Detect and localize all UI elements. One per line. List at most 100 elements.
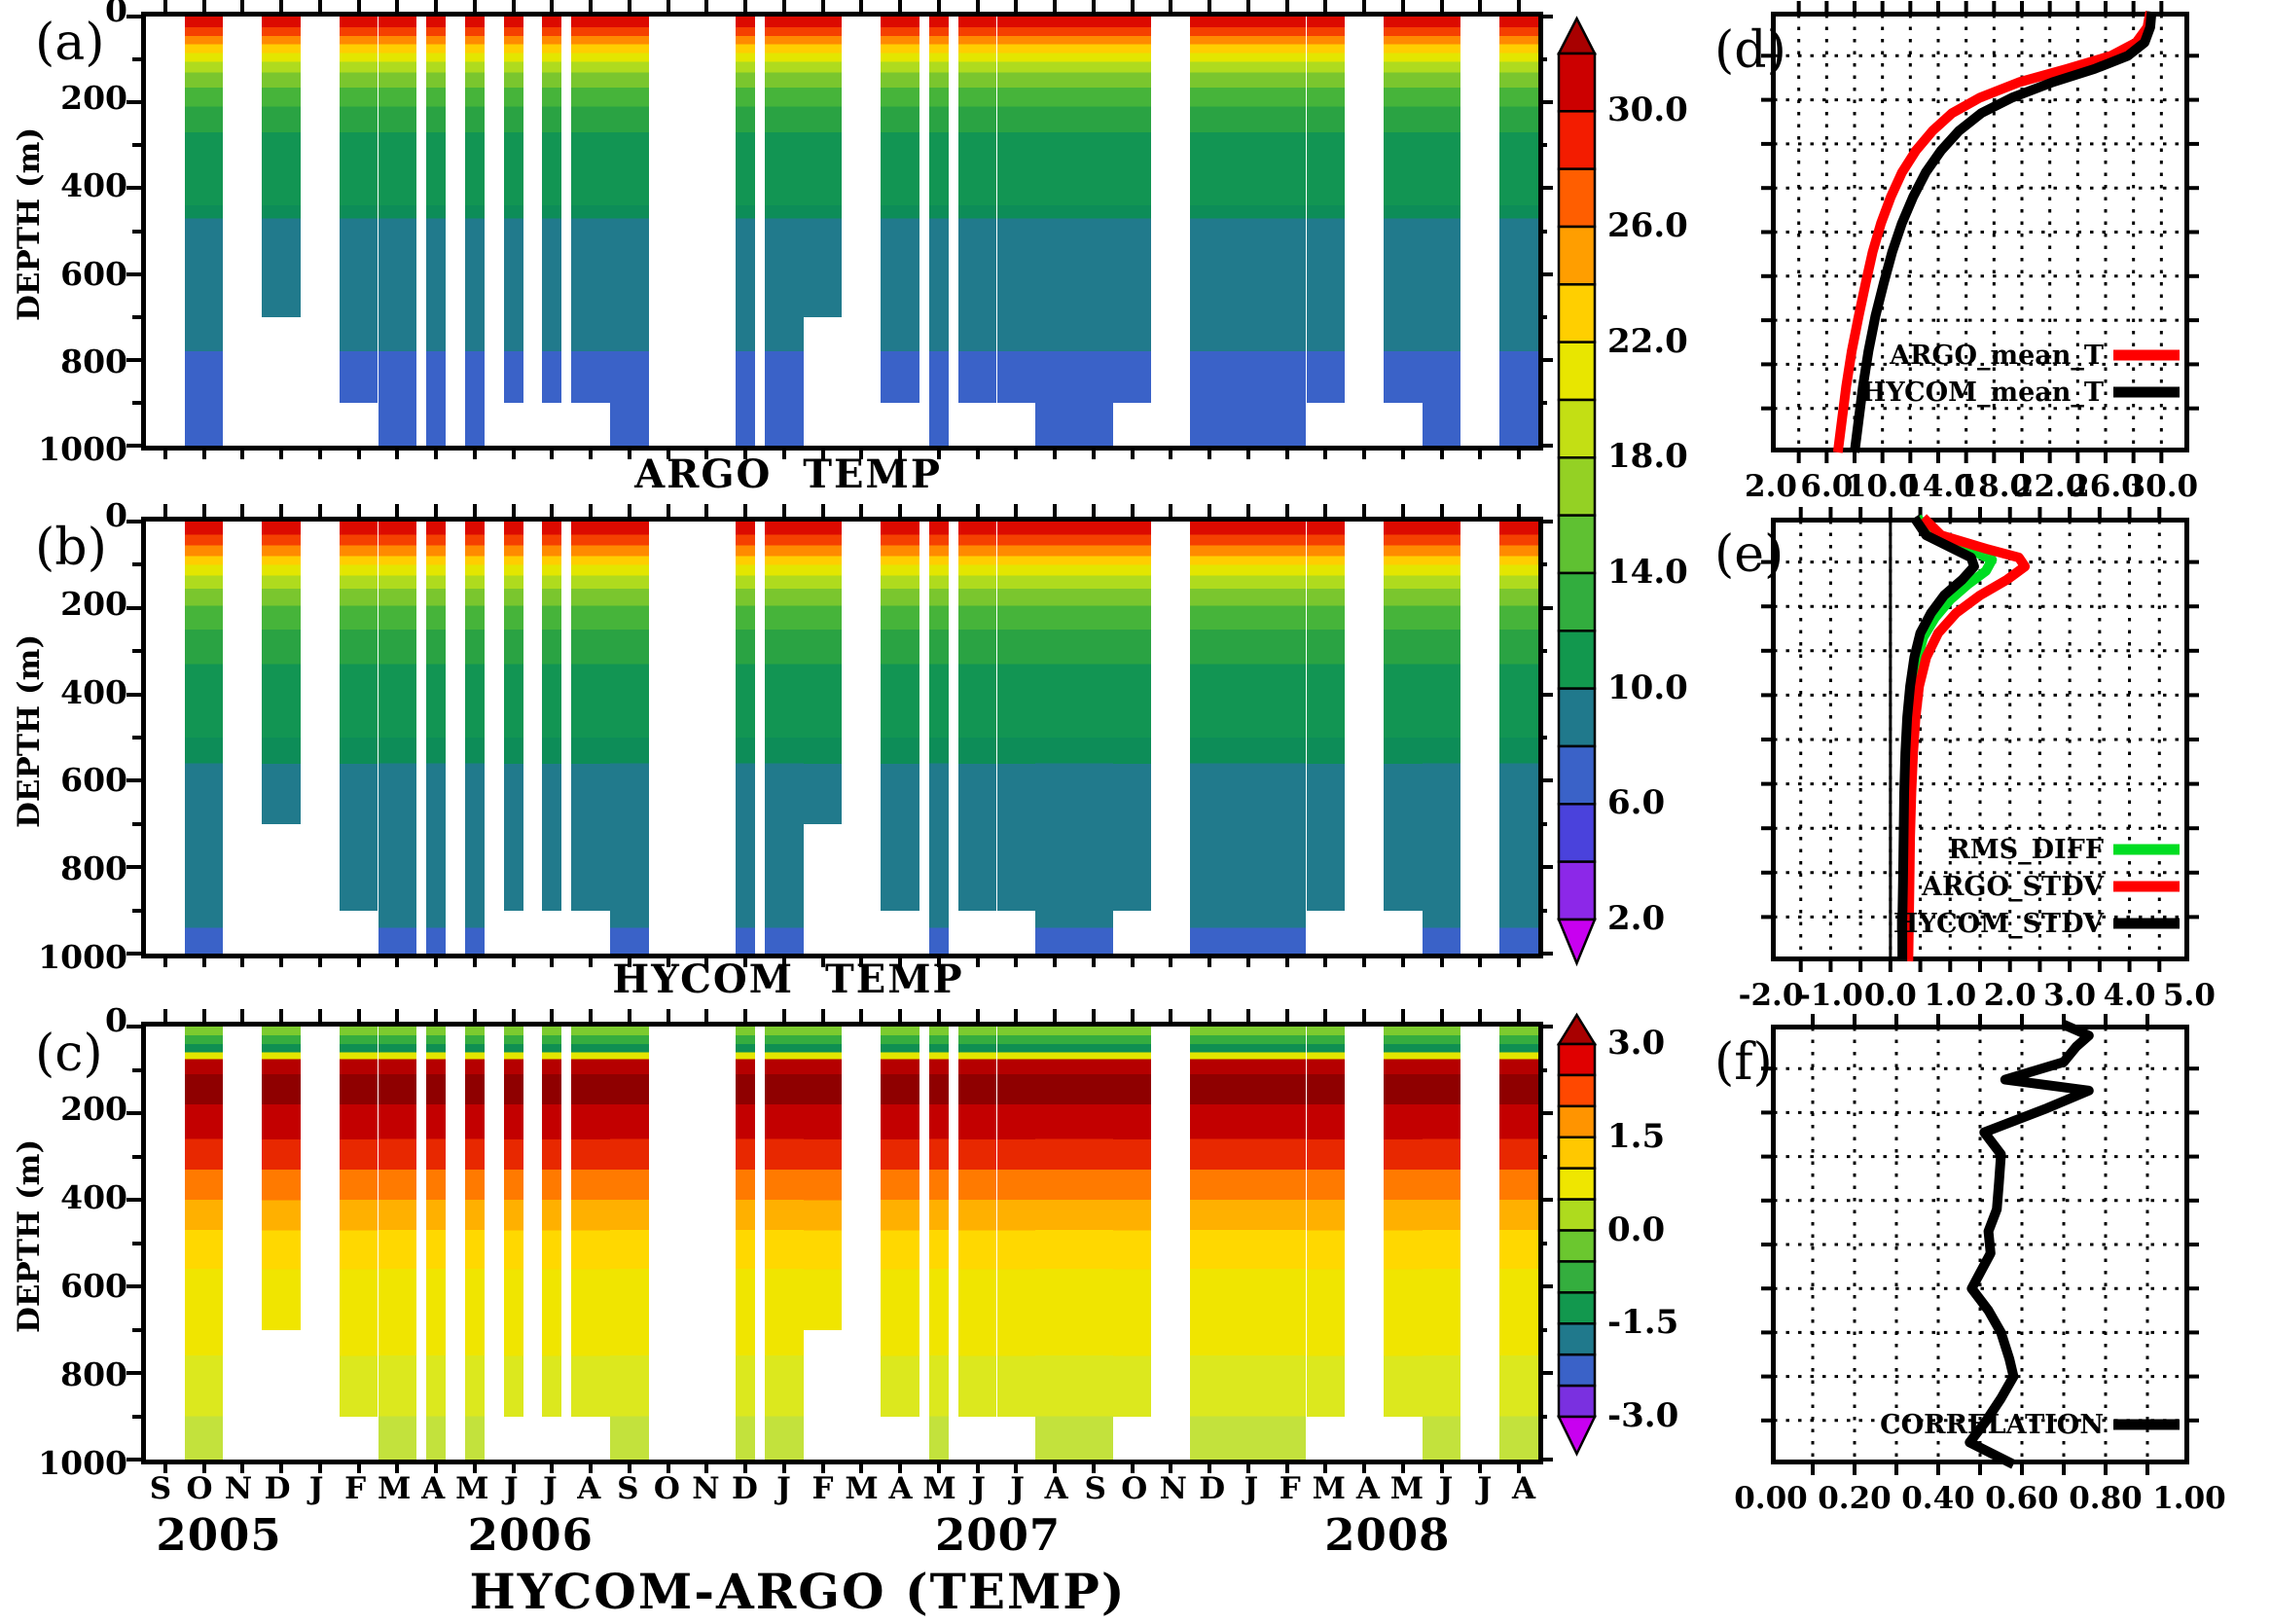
panel-letter-f: (f): [1714, 1033, 1773, 1092]
x-tick-label: 4.0: [2103, 978, 2156, 1013]
month-tick: [1053, 446, 1058, 459]
legend-label-RMS_DIFF: RMS_DIFF: [1948, 835, 2104, 865]
contour-column: [262, 522, 301, 824]
month-tick: [511, 1009, 516, 1023]
month-label: F: [811, 1471, 834, 1506]
contour-column: [996, 1027, 1036, 1417]
contour-column: [1267, 17, 1307, 446]
month-label: A: [1044, 1471, 1068, 1506]
contour-column: [503, 17, 523, 403]
depth-tick: [1538, 357, 1553, 362]
depth-tick: [132, 400, 141, 405]
year-label: 2008: [1324, 1509, 1451, 1561]
month-label: N: [1159, 1471, 1187, 1506]
depth-tick-label: 800: [60, 342, 127, 380]
contour-column: [1112, 1027, 1152, 1417]
depth-tick: [1538, 271, 1553, 276]
month-tick: [627, 1460, 631, 1473]
x-tick-label: -2.0: [1738, 978, 1804, 1013]
month-tick: [1400, 954, 1405, 967]
depth-tick: [1538, 400, 1547, 405]
month-label: A: [577, 1471, 601, 1506]
month-tick: [550, 1460, 555, 1473]
month-tick: [1439, 1009, 1444, 1023]
depth-tick: [126, 1025, 141, 1029]
month-tick: [975, 1460, 980, 1473]
depth-tick-label: 200: [60, 79, 127, 118]
month-label: M: [1389, 1471, 1424, 1506]
contour-column: [1499, 17, 1538, 446]
depth-tick: [1538, 314, 1547, 319]
month-tick: [1439, 504, 1444, 518]
contour-column: [542, 17, 562, 403]
month-tick: [666, 1460, 670, 1473]
month-tick: [317, 504, 322, 518]
month-label: A: [1511, 1471, 1536, 1506]
month-tick: [589, 1009, 594, 1023]
depth-tick: [1538, 952, 1553, 956]
x-tick-label: 1.0: [1924, 978, 1977, 1013]
month-tick: [975, 954, 980, 967]
month-tick: [472, 954, 477, 967]
contour-column: [610, 522, 649, 954]
month-tick: [1014, 954, 1019, 967]
depth-tick: [132, 1327, 141, 1332]
panel-letter-c: (c): [35, 1025, 103, 1083]
month-tick: [589, 0, 594, 13]
contour-column: [426, 522, 447, 954]
month-tick: [627, 1009, 631, 1023]
depth-tick: [1538, 1111, 1553, 1115]
month-tick: [781, 446, 786, 459]
month-tick: [1208, 954, 1212, 967]
month-label: D: [1199, 1471, 1226, 1506]
depth-tick-label: 1000: [38, 1444, 127, 1482]
x-tick-label: 2.0: [1745, 469, 1797, 504]
series-HYCOM_STDV: [1897, 515, 1979, 961]
contour-column: [378, 522, 417, 954]
month-tick: [395, 954, 400, 967]
month-tick: [162, 1009, 167, 1023]
depth-tick-label: 0: [105, 1001, 127, 1039]
month-tick: [550, 954, 555, 967]
contour-column: [378, 17, 417, 446]
month-tick: [511, 1460, 516, 1473]
month-tick: [743, 0, 748, 13]
month-tick: [1208, 504, 1212, 518]
month-tick: [743, 504, 748, 518]
contour-column: [610, 1027, 649, 1460]
legend-label-HYCOM_mean_T: HYCOM_mean_T: [1861, 378, 2104, 408]
contour-column: [1229, 522, 1268, 954]
month-tick: [1517, 504, 1522, 518]
month-tick: [1053, 1460, 1058, 1473]
month-tick: [1400, 0, 1405, 13]
depth-tick-label: 1000: [38, 430, 127, 468]
contour-column: [957, 1027, 997, 1417]
x-tick-label: 3.0: [2043, 978, 2097, 1013]
month-tick: [1439, 954, 1444, 967]
month-tick: [434, 1460, 439, 1473]
month-tick: [1284, 1460, 1289, 1473]
month-tick: [1517, 1460, 1522, 1473]
month-tick: [162, 446, 167, 459]
month-label: J: [542, 1471, 558, 1506]
month-tick: [1323, 1460, 1328, 1473]
depth-tick-label: 800: [60, 1355, 127, 1393]
year-label: 2006: [467, 1509, 594, 1561]
depth-tick: [1538, 1025, 1553, 1029]
month-tick: [1245, 1460, 1250, 1473]
depth-tick: [1538, 143, 1547, 148]
month-tick: [472, 504, 477, 518]
month-tick: [279, 1460, 284, 1473]
contour-column: [736, 522, 756, 954]
contour-column: [339, 1027, 378, 1417]
month-tick: [975, 0, 980, 13]
month-tick: [589, 1460, 594, 1473]
depth-tick: [132, 1241, 141, 1245]
month-tick: [395, 1009, 400, 1023]
series-ARGO_mean_T: [1832, 11, 2155, 453]
colorbar-tick-label: 0.0: [1607, 1209, 1666, 1249]
month-tick: [1208, 446, 1212, 459]
month-label: N: [692, 1471, 720, 1506]
depth-tick: [126, 1111, 141, 1115]
contour-column: [1035, 17, 1074, 446]
